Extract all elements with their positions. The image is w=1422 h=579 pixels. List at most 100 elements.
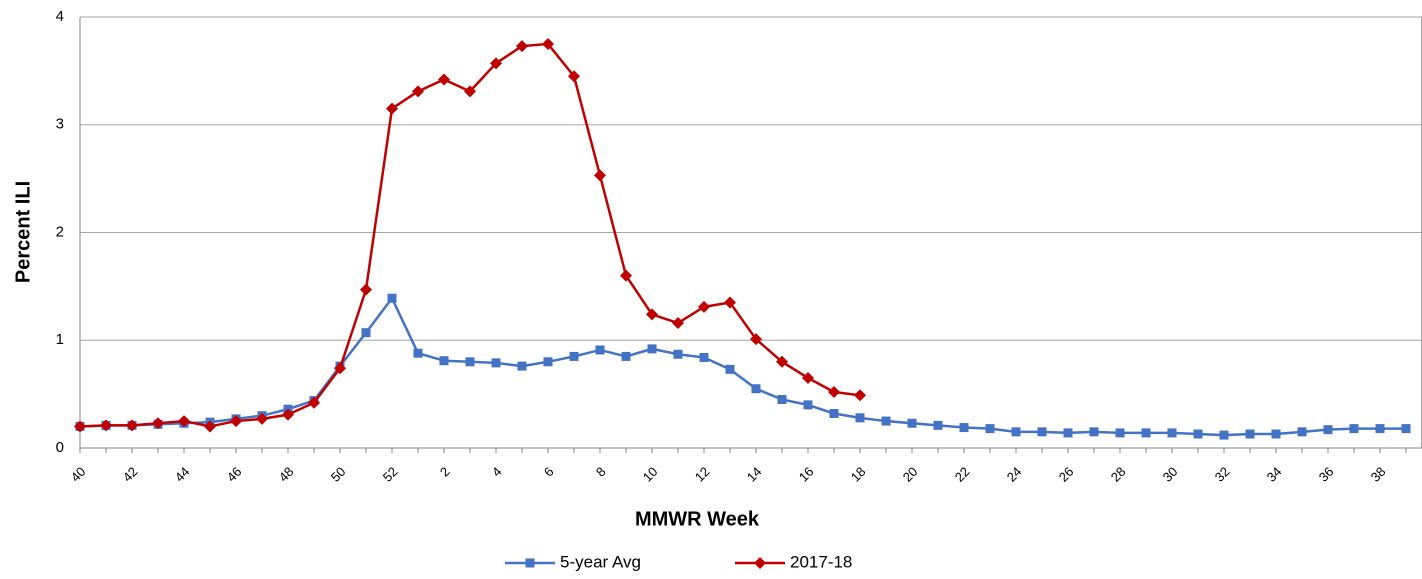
- point-marker: [334, 362, 346, 375]
- point-marker: [1401, 424, 1411, 434]
- point-marker: [464, 85, 476, 98]
- point-marker: [178, 415, 190, 428]
- y-tick-label: 3: [56, 116, 64, 133]
- x-tick-label: 38: [1368, 464, 1389, 485]
- point-marker: [829, 409, 839, 419]
- point-marker: [308, 396, 320, 409]
- point-marker: [907, 418, 917, 428]
- x-tick-label: 18: [848, 464, 869, 485]
- x-tick-label: 8: [593, 464, 609, 480]
- point-marker: [881, 416, 891, 426]
- point-marker: [516, 40, 528, 53]
- point-marker: [517, 361, 527, 371]
- point-marker: [750, 333, 762, 346]
- point-marker: [776, 355, 788, 368]
- x-tick-label: 48: [276, 464, 297, 485]
- point-marker: [543, 357, 553, 367]
- x-tick-label: 20: [900, 464, 921, 485]
- point-marker: [1375, 424, 1385, 434]
- point-marker: [985, 424, 995, 434]
- point-marker: [204, 420, 216, 433]
- y-tick-label: 4: [56, 8, 64, 25]
- point-marker: [698, 300, 710, 313]
- point-marker: [646, 308, 658, 321]
- point-marker: [360, 283, 372, 296]
- y-axis-title: Percent ILI: [12, 181, 34, 283]
- point-marker: [542, 37, 554, 50]
- x-tick-label: 30: [1160, 464, 1181, 485]
- point-marker: [802, 371, 814, 384]
- point-marker: [1193, 429, 1203, 439]
- x-tick-label: 24: [1004, 464, 1025, 485]
- point-marker: [803, 400, 813, 410]
- point-marker: [1349, 424, 1359, 434]
- point-marker: [1115, 428, 1125, 438]
- x-tick-label: 6: [541, 464, 557, 480]
- point-marker: [621, 351, 631, 361]
- point-marker: [1297, 427, 1307, 437]
- x-tick-label: 26: [1056, 464, 1077, 485]
- point-marker: [439, 356, 449, 366]
- point-marker: [751, 384, 761, 394]
- point-marker: [595, 345, 605, 355]
- point-marker: [673, 349, 683, 359]
- x-tick-label: 14: [744, 464, 765, 485]
- point-marker: [387, 293, 397, 303]
- y-tick-label: 2: [56, 223, 64, 240]
- point-marker: [672, 317, 684, 330]
- point-marker: [1141, 428, 1151, 438]
- x-tick-label: 36: [1316, 464, 1337, 485]
- point-marker: [1219, 430, 1229, 440]
- point-marker: [412, 85, 424, 98]
- point-marker: [1037, 427, 1047, 437]
- point-marker: [828, 385, 840, 398]
- x-tick-label: 34: [1264, 464, 1285, 485]
- x-tick-label: 22: [952, 464, 973, 485]
- point-marker: [282, 408, 294, 421]
- point-marker: [491, 358, 501, 368]
- x-tick-label: 4: [489, 464, 505, 480]
- point-marker: [1323, 425, 1333, 435]
- point-marker: [1271, 429, 1281, 439]
- x-tick-label: 12: [692, 464, 713, 485]
- x-tick-label: 40: [68, 464, 89, 485]
- point-marker: [1063, 428, 1073, 438]
- legend-marker: [754, 557, 766, 569]
- point-marker: [152, 417, 164, 430]
- point-marker: [465, 357, 475, 367]
- point-marker: [724, 296, 736, 309]
- legend-label: 5-year Avg: [560, 552, 641, 571]
- point-marker: [361, 328, 371, 338]
- x-tick-label: 50: [328, 464, 349, 485]
- point-marker: [1245, 429, 1255, 439]
- x-tick-label: 32: [1212, 464, 1233, 485]
- point-marker: [74, 420, 86, 433]
- point-marker: [1089, 427, 1099, 437]
- y-tick-label: 0: [56, 439, 64, 456]
- point-marker: [699, 352, 709, 362]
- point-marker: [725, 364, 735, 374]
- x-tick-label: 10: [640, 464, 661, 485]
- point-marker: [854, 389, 866, 402]
- point-marker: [855, 413, 865, 423]
- point-marker: [100, 419, 112, 432]
- point-marker: [1167, 428, 1177, 438]
- legend-label: 2017-18: [790, 552, 852, 571]
- point-marker: [959, 423, 969, 433]
- point-marker: [620, 269, 632, 282]
- x-tick-label: 28: [1108, 464, 1129, 485]
- point-marker: [126, 419, 138, 432]
- point-marker: [413, 348, 423, 358]
- point-marker: [438, 73, 450, 86]
- point-marker: [256, 412, 268, 425]
- legend-marker: [525, 558, 535, 568]
- point-marker: [594, 169, 606, 182]
- point-marker: [230, 415, 242, 428]
- x-axis-title: MMWR Week: [635, 508, 760, 530]
- series-line: [79, 296, 1406, 437]
- point-marker: [933, 420, 943, 430]
- x-tick-label: 16: [796, 464, 817, 485]
- point-marker: [777, 395, 787, 405]
- point-marker: [647, 344, 657, 354]
- x-tick-label: 46: [224, 464, 245, 485]
